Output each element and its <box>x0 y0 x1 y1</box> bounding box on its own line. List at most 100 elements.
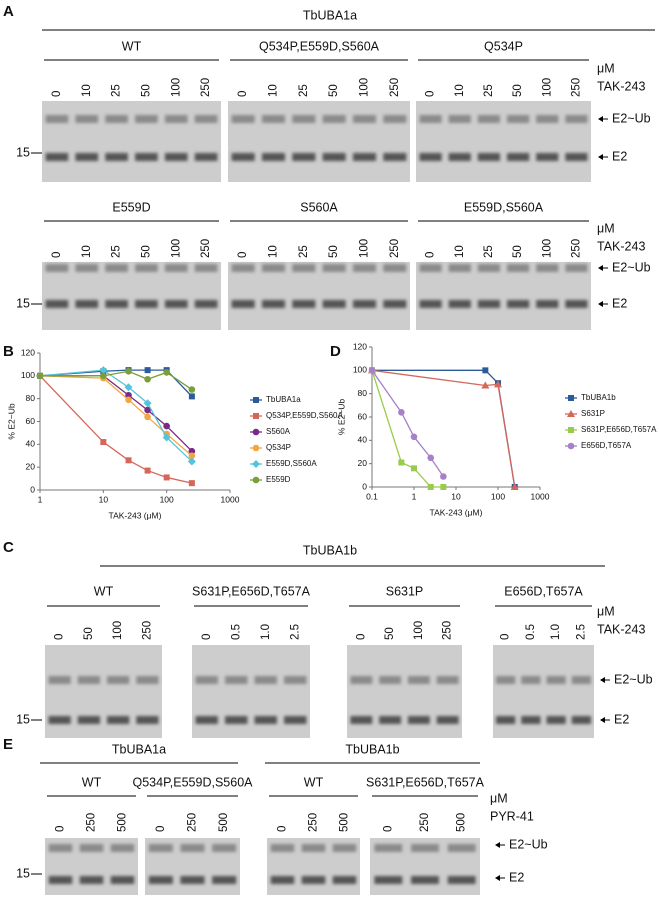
data-point <box>144 413 151 421</box>
gel-band <box>135 264 158 272</box>
gel-band <box>496 676 516 684</box>
data-point <box>163 369 170 376</box>
group-title: TbUBA1a <box>112 742 166 756</box>
gel-name: Q534P <box>484 39 523 53</box>
series-line <box>371 369 444 477</box>
gel-name: S631P <box>386 584 424 598</box>
arrow-head <box>598 265 603 271</box>
lane-label: 50 <box>512 245 524 258</box>
data-point <box>144 467 151 474</box>
data-point <box>427 484 434 490</box>
data-point <box>163 474 170 481</box>
gel-band <box>565 115 588 123</box>
gel-band <box>521 676 541 684</box>
data-point <box>187 457 196 466</box>
gel-name: S631P,E656D,T657A <box>192 584 311 598</box>
y-tick-label: 20 <box>26 461 36 471</box>
data-point <box>410 433 418 441</box>
data-point <box>411 465 417 472</box>
lane-label: 250 <box>389 78 401 97</box>
legend-label: TbUBA1b <box>581 393 616 402</box>
gel-band <box>507 300 530 308</box>
y-tick-label: 80 <box>26 393 36 403</box>
legend-label: E559D,S560A <box>266 459 317 468</box>
drug-label: PYR-41 <box>490 809 534 823</box>
lane-label: 250 <box>570 78 582 97</box>
lane-label: 25 <box>483 84 495 97</box>
gel-band <box>322 300 346 308</box>
gel-band <box>180 876 205 884</box>
lane-label: 250 <box>86 813 98 832</box>
gel-band <box>180 844 205 852</box>
lane-label: 0 <box>277 826 289 832</box>
y-tick-label: 100 <box>353 365 367 375</box>
gel-band <box>75 115 99 123</box>
gel-band <box>477 300 500 308</box>
data-point <box>482 367 489 374</box>
legend-label: E656D,T657A <box>581 441 632 450</box>
gel-band <box>350 716 373 724</box>
y-tick-label: 0 <box>362 481 367 491</box>
lane-label: 250 <box>141 621 153 640</box>
y-axis-title: % E2~Ub <box>6 403 16 439</box>
data-point <box>188 393 195 400</box>
gel-band <box>546 716 566 724</box>
gel-band <box>261 153 286 161</box>
gel-image <box>416 262 591 330</box>
gel-band <box>536 300 559 308</box>
gel-band <box>546 676 566 684</box>
arrow-head <box>600 677 605 683</box>
lane-label: 0 <box>237 91 249 97</box>
gel-band <box>332 844 357 852</box>
data-point <box>163 422 170 430</box>
band-label: E2~Ub <box>614 672 653 686</box>
legend-label: S631P <box>581 409 605 418</box>
lane-label: 25 <box>483 245 495 258</box>
lane-label: 25 <box>111 245 123 258</box>
gel-image <box>42 101 221 182</box>
lane-label: 500 <box>117 813 129 832</box>
gel-band <box>301 844 326 852</box>
gel-band <box>352 264 377 272</box>
gel-band <box>194 300 218 308</box>
x-tick-label: 100 <box>491 491 505 501</box>
gel-band <box>79 844 104 852</box>
unit-label: μM <box>597 221 615 235</box>
gel-band <box>45 115 69 123</box>
gel-band <box>164 300 188 308</box>
gel-band <box>477 264 500 272</box>
lane-label: 250 <box>200 78 212 97</box>
x-tick-label: 0.1 <box>366 491 378 501</box>
gel-band <box>379 676 402 684</box>
data-point <box>99 366 108 375</box>
gel-band <box>105 300 128 308</box>
band-label: E2 <box>612 296 627 310</box>
gel-image <box>192 645 310 738</box>
gel-name: S631P,E656D,T657A <box>366 775 485 789</box>
data-point <box>144 367 151 374</box>
gel-band <box>75 153 99 161</box>
lane-label: 250 <box>442 621 454 640</box>
legend-marker <box>567 442 575 450</box>
y-tick-label: 0 <box>30 484 35 494</box>
legend-label: TbUBA1a <box>266 395 301 404</box>
gel-band <box>301 876 326 884</box>
lane-label: 100 <box>359 78 371 97</box>
band-label: E2~Ub <box>612 111 651 125</box>
lane-label: 10 <box>454 84 466 97</box>
legend-label: E559D <box>266 475 291 484</box>
data-point <box>162 433 171 442</box>
gel-band <box>225 676 248 684</box>
data-point <box>398 409 405 416</box>
size-marker: 15 <box>16 296 30 310</box>
gel-band <box>383 153 407 161</box>
legend-marker <box>253 397 259 403</box>
arrow-head <box>495 875 500 881</box>
gel-band <box>448 153 471 161</box>
gel-band <box>135 115 158 123</box>
gel-name: E559D <box>112 200 150 214</box>
gel-band <box>48 844 73 852</box>
gel-band <box>536 264 559 272</box>
lane-label: 10 <box>454 245 466 258</box>
data-point <box>188 447 196 455</box>
